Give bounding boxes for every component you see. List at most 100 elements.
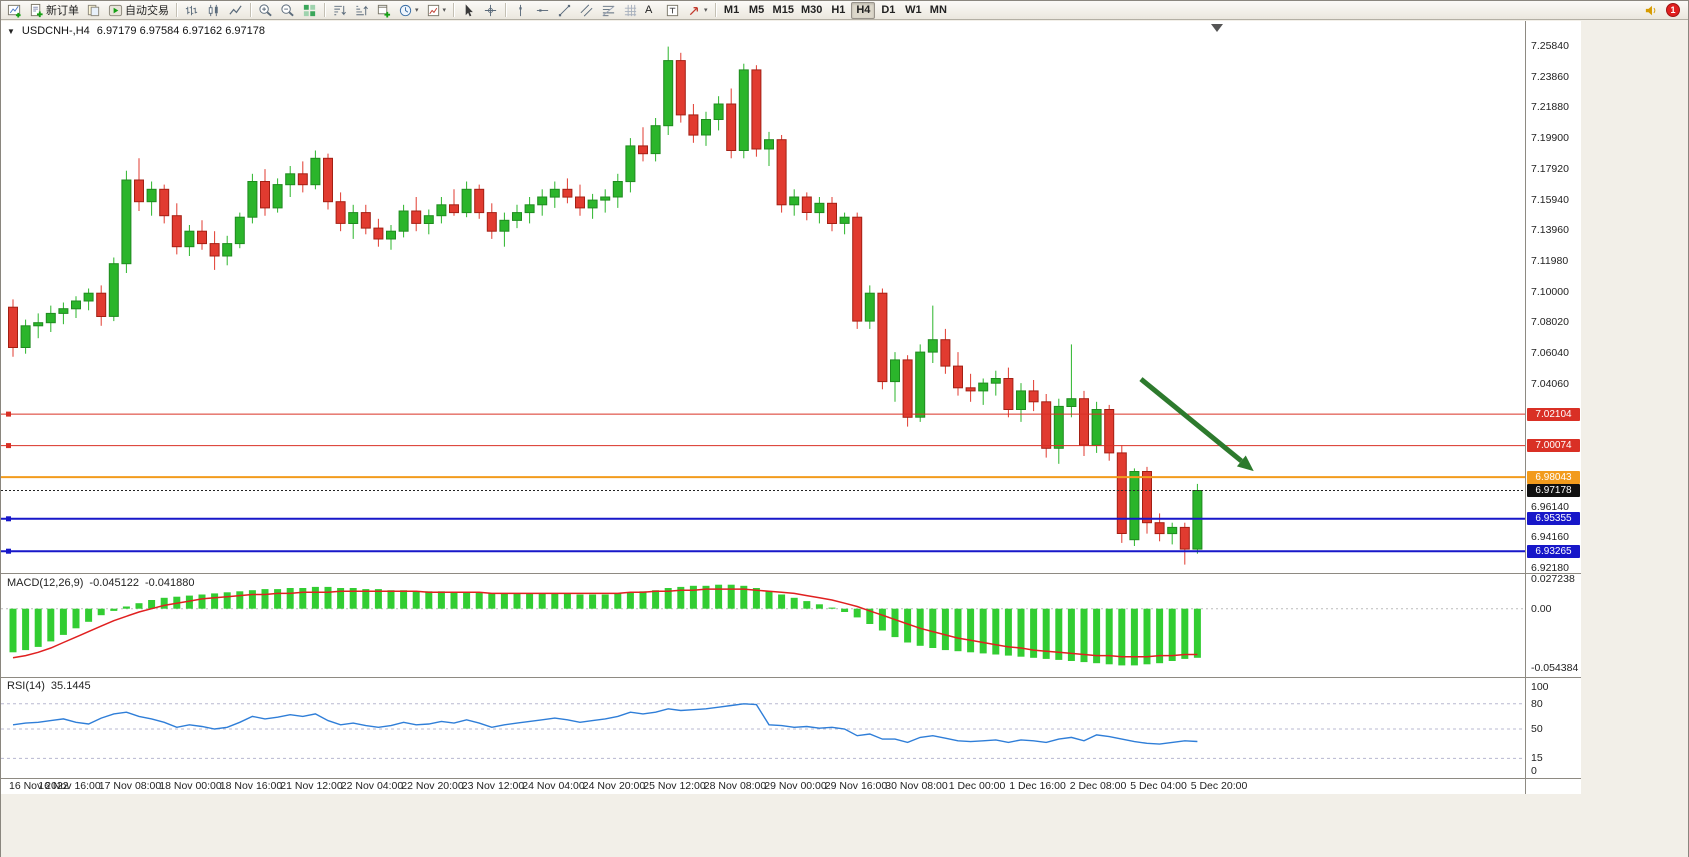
profiles-icon [87, 4, 100, 16]
rsi-value: 35.1445 [50, 680, 91, 692]
periodicity-button[interactable]: ▾ [395, 2, 422, 19]
new-order-button[interactable]: 新订单 [26, 2, 82, 19]
time-tick: 5 Dec 04:00 [1130, 780, 1187, 792]
horizontal-lines-layer[interactable] [1, 411, 1525, 554]
notification-badge[interactable]: 1 [1666, 3, 1680, 17]
channel-icon [580, 4, 593, 16]
rsi-line [12, 703, 1198, 745]
collapse-panel-icon[interactable]: ▼ [7, 26, 15, 36]
new-order-button-label: 新订单 [46, 5, 79, 17]
price-chart[interactable] [1, 21, 1525, 778]
rsi-axis-tick: 0 [1531, 765, 1537, 777]
sort-descending-button[interactable] [329, 2, 350, 19]
grid-button[interactable] [620, 2, 641, 19]
line-handle[interactable] [6, 443, 11, 449]
sort-ascending-button[interactable] [351, 2, 372, 19]
timeframe-m30[interactable]: M30 [798, 2, 825, 19]
text-button[interactable]: A [642, 2, 661, 19]
timeframe-m1[interactable]: M1 [720, 2, 744, 19]
line-handle[interactable] [6, 548, 11, 554]
time-tick: 18 Nov 00:00 [159, 780, 222, 792]
timeframe-m5[interactable]: M5 [745, 2, 769, 19]
timeframe-h1-label: H1 [831, 4, 846, 16]
vline-icon [519, 4, 522, 16]
time-tick: 30 N​ov 08:00 [885, 780, 948, 792]
price-tick: 7.25840 [1531, 40, 1569, 52]
new-chart-button[interactable] [4, 2, 25, 19]
trendline-button[interactable] [554, 2, 575, 19]
chart-ohlc-values: 6.97179 6.97584 6.97162 6.97178 [96, 25, 265, 37]
chart-candles-button[interactable] [203, 2, 224, 19]
tile-windows-button[interactable] [299, 2, 320, 19]
macd-axis-tick: 0.027238 [1531, 573, 1575, 585]
price-tick: 7.13960 [1531, 224, 1569, 237]
new-window-button[interactable] [373, 2, 394, 19]
price-tick: 7.04060 [1531, 377, 1569, 390]
alerts-button[interactable] [1641, 2, 1662, 19]
time-tick: 16 Nov 16:00 [38, 780, 101, 792]
price-badge-6.98043: 6.98043 [1527, 470, 1580, 484]
crosshair-button[interactable] [480, 2, 501, 19]
horizontal-line-button[interactable] [532, 2, 553, 19]
trend-arrow-annotation[interactable] [1139, 377, 1254, 472]
line-handle[interactable] [6, 516, 11, 522]
text-label-button[interactable] [662, 2, 683, 19]
chart-title: USDCNH-,H4 [21, 25, 90, 37]
timeframe-m1-label: M1 [723, 4, 740, 16]
macd-axis-tick: 0.00 [1531, 602, 1552, 615]
timeframe-d1-label: D1 [881, 4, 896, 16]
time-tick: 29 Nov 00:00 [764, 780, 827, 792]
toolbar: 新订单 自动交易 ▾ ▾ A ▾ M1 M5 M15 M30 H1 H4 D1 W1 MN 1 [1, 1, 1688, 20]
time-tick: 24 Nov 04:00 [522, 780, 585, 792]
zoomin-icon [259, 3, 272, 16]
price-tick: 7.11980 [1531, 254, 1569, 267]
time-tick: 22 Nov 04:00 [340, 780, 404, 792]
timeframe-h1[interactable]: H1 [826, 2, 850, 19]
autotrading-button[interactable]: 自动交易 [105, 2, 172, 19]
zoom-out-button[interactable] [277, 2, 298, 19]
sortd-icon [334, 5, 346, 15]
timeframe-h4[interactable]: H4 [851, 1, 876, 19]
time-tick: 25 Nov 12:00 [643, 780, 706, 792]
price-axis[interactable]: 7.25840 7.23860 7.21880 7.19900 7.17920 7.159… [1525, 21, 1581, 794]
line-handle[interactable] [6, 411, 11, 417]
arrowtool-icon [689, 6, 698, 15]
chart-bars-button[interactable] [181, 2, 202, 19]
rsi-label: RSI(14) 35.1445 [7, 680, 91, 692]
time-axis[interactable]: 16 Nov 2022 16 Nov 16:00 17 Nov 08:00 18 No… [1, 778, 1581, 794]
toolbar-separator [453, 3, 455, 17]
timeframe-mn[interactable]: MN [926, 2, 950, 19]
panel-separator[interactable] [1, 573, 1581, 574]
zoom-in-button[interactable] [255, 2, 276, 19]
price-tick: 6.92180 [1531, 561, 1569, 574]
timeframe-w1[interactable]: W1 [901, 2, 925, 19]
macd-signal-line [12, 588, 1198, 659]
chart-line-button[interactable] [225, 2, 246, 19]
macd-axis-tick: -0.054384 [1531, 662, 1579, 674]
macd-label: MACD(12,26,9) -0.045122 -0.041880 [7, 577, 195, 589]
timeframe-h4-label: H4 [856, 4, 871, 16]
toolbar-separator [714, 3, 716, 17]
timeframe-d1[interactable]: D1 [876, 2, 900, 19]
channel-button[interactable] [576, 2, 597, 19]
fibonacci-button[interactable] [598, 2, 619, 19]
toolbar-right-group: 1 [1641, 2, 1685, 19]
tile-icon [303, 4, 316, 16]
price-tick: 7.10000 [1531, 285, 1569, 298]
time-tick: 24 Nov 20:00 [582, 780, 646, 792]
sorta-icon [356, 5, 368, 15]
panel-separator[interactable] [1, 677, 1581, 678]
chart-template-button[interactable]: ▾ [423, 2, 450, 19]
profiles-button[interactable] [83, 2, 104, 19]
macd-signal-value: -0.041880 [144, 577, 195, 589]
time-tick: 1 Dec 16:00 [1009, 780, 1066, 792]
arrows-button[interactable]: ▾ [684, 2, 711, 19]
time-tick: 18 Nov 16:00 [219, 780, 283, 792]
cursor-button[interactable] [458, 2, 479, 19]
vertical-line-button[interactable] [510, 2, 531, 19]
time-tick: 16 Nov 2022 [9, 780, 69, 792]
rsi-axis-tick: 50 [1531, 723, 1543, 735]
timeframe-m15[interactable]: M15 [770, 2, 797, 19]
chart-canvas[interactable]: ▼ USDCNH-,H4 6.97179 6.97584 6.97162 6.9… [1, 21, 1581, 794]
